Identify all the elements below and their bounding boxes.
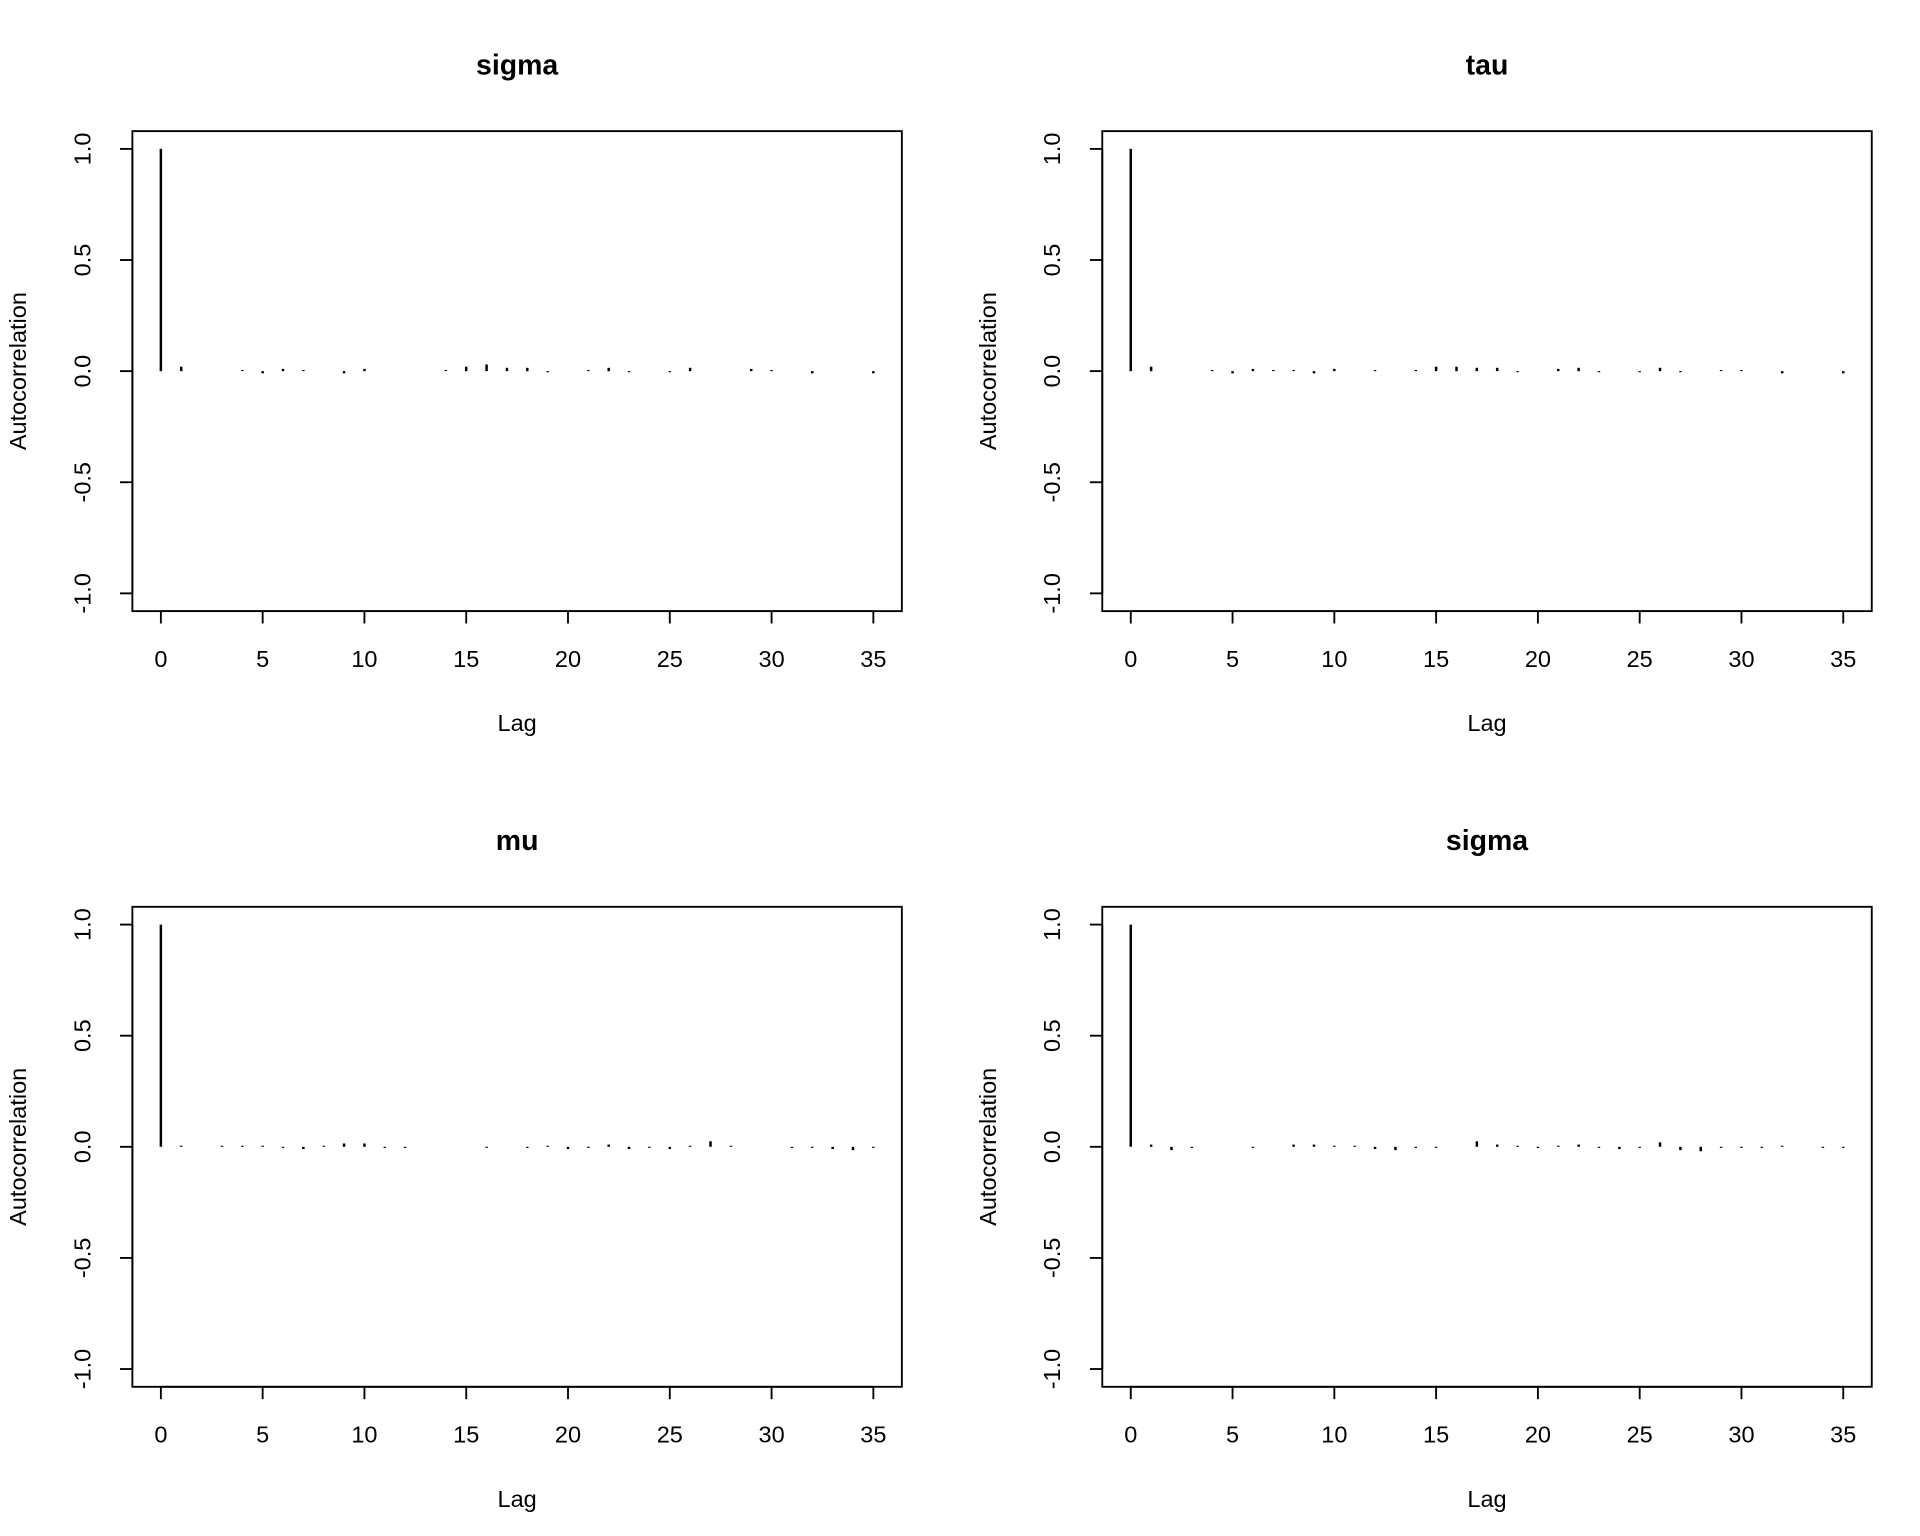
x-tick-label: 30 (1728, 1421, 1754, 1447)
x-tick-label: 15 (453, 1421, 479, 1447)
y-tick-label: -0.5 (69, 1238, 95, 1279)
y-axis-label: Autocorrelation (975, 292, 1001, 450)
y-tick-label: 1.0 (69, 133, 95, 166)
x-tick-label: 20 (1525, 646, 1551, 672)
y-axis-label: Autocorrelation (5, 292, 31, 450)
x-tick-label: 25 (657, 1421, 683, 1447)
x-tick-label: 5 (1226, 646, 1239, 672)
plot-box (131, 905, 903, 1388)
x-tick-label: 5 (1226, 1421, 1239, 1447)
x-tick-label: 0 (1124, 646, 1137, 672)
x-tick-label: 25 (657, 646, 683, 672)
y-tick-label: 0.0 (69, 1130, 95, 1163)
x-tick-label: 20 (555, 1421, 581, 1447)
x-tick-label: 15 (1423, 646, 1449, 672)
x-tick-label: 20 (1525, 1421, 1551, 1447)
y-tick-label: -1.0 (1039, 573, 1065, 614)
y-tick-label: 1.0 (69, 908, 95, 941)
x-axis-label: Lag (498, 710, 537, 736)
x-tick-label: 5 (256, 646, 269, 672)
x-tick-label: 10 (1321, 646, 1347, 672)
x-tick-label: 15 (1423, 1421, 1449, 1447)
x-tick-label: 10 (1321, 1421, 1347, 1447)
plot-box (1101, 130, 1873, 613)
y-tick-label: -1.0 (69, 573, 95, 614)
x-tick-label: 15 (453, 646, 479, 672)
x-tick-label: 35 (860, 646, 886, 672)
x-tick-label: 30 (759, 1421, 785, 1447)
plot-box (1101, 905, 1873, 1388)
y-tick-label: -0.5 (1039, 462, 1065, 503)
plot-box (131, 130, 903, 613)
chart-title: sigma (1446, 825, 1528, 857)
x-axis-label: Lag (1467, 1486, 1506, 1512)
y-tick-label: 0.5 (69, 1019, 95, 1052)
y-tick-label: 0.5 (1039, 1019, 1065, 1052)
x-tick-label: 10 (351, 646, 377, 672)
chart-title: mu (496, 825, 539, 857)
y-tick-label: 0.0 (1039, 1130, 1065, 1163)
x-tick-label: 0 (154, 1421, 167, 1447)
y-tick-label: -0.5 (1039, 1238, 1065, 1279)
y-tick-label: -1.0 (69, 1349, 95, 1390)
x-tick-label: 35 (1830, 646, 1856, 672)
x-tick-label: 30 (1728, 646, 1754, 672)
y-tick-label: 0.5 (1039, 244, 1065, 277)
y-tick-label: 0.0 (69, 355, 95, 388)
x-tick-label: 20 (555, 646, 581, 672)
y-tick-label: -0.5 (69, 462, 95, 503)
y-tick-label: 0.5 (69, 244, 95, 277)
chart-title: sigma (476, 49, 558, 81)
y-tick-label: 0.0 (1039, 355, 1065, 388)
x-tick-label: 25 (1627, 646, 1653, 672)
x-tick-label: 10 (351, 1421, 377, 1447)
x-tick-label: 35 (860, 1421, 886, 1447)
y-tick-label: 1.0 (1039, 908, 1065, 941)
x-tick-label: 5 (256, 1421, 269, 1447)
x-tick-label: 30 (759, 646, 785, 672)
y-tick-label: 1.0 (1039, 133, 1065, 166)
chart-title: tau (1466, 49, 1509, 81)
x-tick-label: 25 (1627, 1421, 1653, 1447)
y-axis-label: Autocorrelation (975, 1068, 1001, 1226)
x-axis-label: Lag (498, 1486, 537, 1512)
x-tick-label: 0 (1124, 1421, 1137, 1447)
x-tick-label: 35 (1830, 1421, 1856, 1447)
y-tick-label: -1.0 (1039, 1349, 1065, 1390)
x-axis-label: Lag (1467, 710, 1506, 736)
x-tick-label: 0 (154, 646, 167, 672)
y-axis-label: Autocorrelation (5, 1068, 31, 1226)
